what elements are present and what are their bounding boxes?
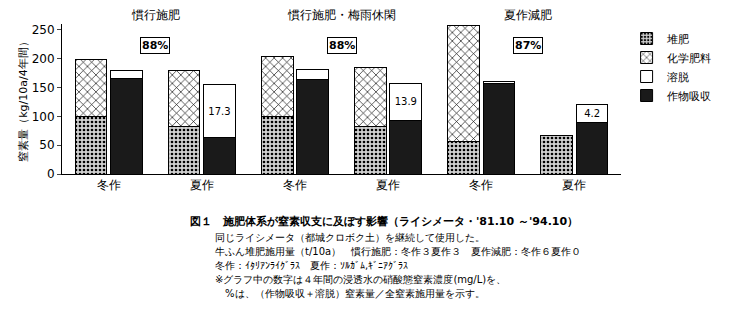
svg-text:87%: 87% <box>515 39 541 52</box>
svg-text:慣行施肥: 慣行施肥 <box>131 8 180 22</box>
html-text:冬作：ｲﾀﾘｱﾝﾗｲｸﾞﾗｽ 夏作：ｿﾙｶﾞﾑ,ｷﾞﾆｱｸﾞ: 冬作：ｲﾀﾘｱﾝﾗｲｸﾞﾗｽ 夏作：ｿﾙｶﾞﾑ,ｷﾞﾆｱｸﾞﾗｽ <box>215 260 409 271</box>
svg-text:0: 0 <box>47 167 55 181</box>
svg-text:作物吸収: 作物吸収 <box>666 90 711 103</box>
svg-text:17.3: 17.3 <box>208 106 230 117</box>
html-text:図１ 施肥体系が窒素収支に及ぼす影響（ライシメータ・'81.: 図１ 施肥体系が窒素収支に及ぼす影響（ライシメータ・'81.10 ～'94.10… <box>190 215 579 228</box>
svg-text:4.2: 4.2 <box>584 108 600 119</box>
svg-text:溶脱: 溶脱 <box>667 71 689 84</box>
svg-text:慣行施肥・梅雨休閑: 慣行施肥・梅雨休閑 <box>287 8 396 22</box>
html-text:牛ふん堆肥施用量（t/10a） 慣行施肥：冬作３夏作３ 夏作: 牛ふん堆肥施用量（t/10a） 慣行施肥：冬作３夏作３ 夏作減肥：冬作６夏作０ <box>215 246 582 257</box>
svg-text:夏作: 夏作 <box>562 178 586 192</box>
svg-text:88%: 88% <box>142 39 168 52</box>
svg-text:50: 50 <box>39 138 54 152</box>
html-text:%は、（作物吸収＋溶脱）窒素量／全窒素施用量を示す。: %は、（作物吸収＋溶脱）窒素量／全窒素施用量を示す。 <box>215 288 485 299</box>
html-text:※グラフ中の数字は４年間の浸透水の硝酸態窒素濃度(mg/L): ※グラフ中の数字は４年間の浸透水の硝酸態窒素濃度(mg/L)を、 <box>215 274 507 285</box>
svg-text:13.9: 13.9 <box>395 96 417 107</box>
svg-text:化学肥料: 化学肥料 <box>667 52 711 65</box>
svg-text:100: 100 <box>32 110 55 124</box>
svg-text:200: 200 <box>32 52 55 66</box>
svg-text:夏作: 夏作 <box>190 178 214 192</box>
html-text:同じライシメータ（都城クロボク土）を継続して使用した。: 同じライシメータ（都城クロボク土）を継続して使用した。 <box>215 232 485 243</box>
svg-text:夏作減肥: 夏作減肥 <box>504 8 552 22</box>
svg-text:150: 150 <box>32 81 55 95</box>
svg-text:88%: 88% <box>329 39 355 52</box>
svg-text:冬作: 冬作 <box>97 178 121 192</box>
svg-text:堆肥: 堆肥 <box>666 33 689 46</box>
svg-text:窒素量（kg/10a/4年間）: 窒素量（kg/10a/4年間） <box>17 36 30 162</box>
svg-text:冬作: 冬作 <box>469 178 493 192</box>
svg-text:250: 250 <box>32 23 55 37</box>
svg-text:夏作: 夏作 <box>376 178 400 192</box>
svg-text:冬作: 冬作 <box>283 178 307 192</box>
